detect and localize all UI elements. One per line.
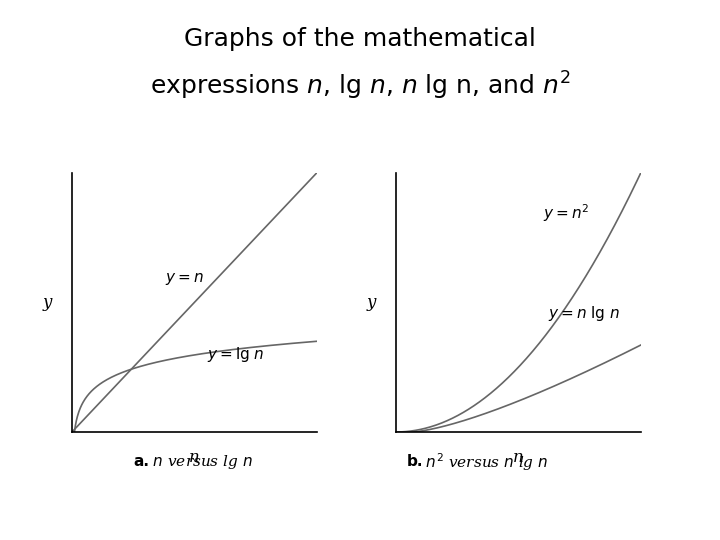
Text: n: n (189, 449, 199, 467)
Text: $y = n$: $y = n$ (165, 271, 204, 287)
Text: $n^2$ versus $n$ lg $n$: $n^2$ versus $n$ lg $n$ (421, 451, 549, 472)
Text: y: y (42, 294, 53, 311)
Text: b.: b. (407, 454, 423, 469)
Text: y: y (366, 294, 377, 311)
Text: a.: a. (133, 454, 149, 469)
Text: n: n (513, 449, 523, 467)
Text: Graphs of the mathematical: Graphs of the mathematical (184, 27, 536, 51)
Text: $y = \mathrm{lg}\ n$: $y = \mathrm{lg}\ n$ (207, 346, 264, 365)
Text: $n$ versus lg $n$: $n$ versus lg $n$ (148, 453, 252, 471)
Text: expressions $n$, lg $n$, $n$ lg n, and $n^2$: expressions $n$, lg $n$, $n$ lg n, and $… (150, 70, 570, 103)
Text: $y = n\ \mathrm{lg}\ n$: $y = n\ \mathrm{lg}\ n$ (548, 304, 620, 323)
Text: $y = n^2$: $y = n^2$ (543, 202, 589, 225)
